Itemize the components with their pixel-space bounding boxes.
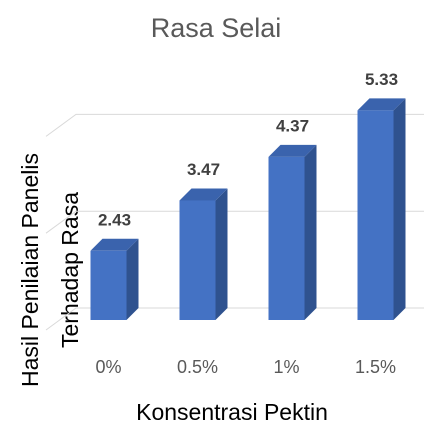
data-label: 5.33 xyxy=(365,70,398,89)
bar-side xyxy=(126,238,139,320)
x-axis-label: Konsentrasi Pektin xyxy=(136,399,328,425)
bar-top xyxy=(357,98,406,111)
data-label: 2.43 xyxy=(98,210,131,229)
bar xyxy=(268,156,305,320)
bar-top xyxy=(179,188,228,201)
grid-line xyxy=(45,113,424,137)
bar xyxy=(179,200,216,320)
bar-top xyxy=(90,238,139,251)
chart-title: Rasa Selai xyxy=(151,13,282,43)
bar-top xyxy=(268,144,317,157)
bar-side xyxy=(215,188,228,320)
y-axis-label: Hasil Penilaian Panelis xyxy=(17,153,43,387)
data-label: 4.37 xyxy=(276,116,309,135)
bar-side xyxy=(393,98,406,320)
data-label: 3.47 xyxy=(187,160,220,179)
x-tick-label: 1.5% xyxy=(355,357,396,377)
bar xyxy=(90,250,127,320)
x-tick-label: 0% xyxy=(95,357,121,377)
bar xyxy=(357,110,394,320)
x-tick-label: 1% xyxy=(273,357,299,377)
y-axis-label: Terhadap Rasa xyxy=(57,192,83,348)
bar-side xyxy=(304,144,317,320)
x-tick-label: 0.5% xyxy=(177,357,218,377)
